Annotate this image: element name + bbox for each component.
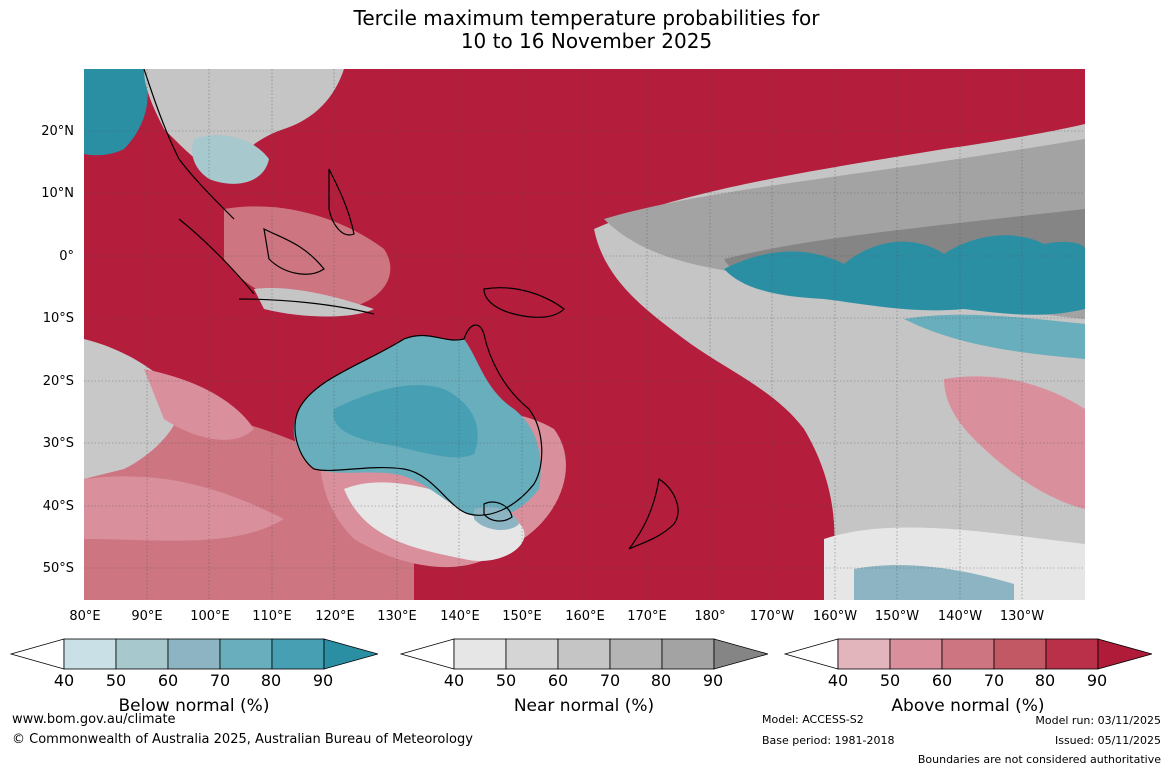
graticule	[84, 69, 1085, 600]
below-normal-zone-sea	[192, 135, 269, 184]
lon-label: 150°E	[502, 609, 542, 624]
lon-label: 140°E	[440, 609, 480, 624]
colorbar-tick: 40	[53, 671, 75, 690]
below-normal-zone-nw	[84, 69, 148, 156]
lon-label: 170°E	[627, 609, 667, 624]
colorbar-tick: 80	[1034, 671, 1056, 690]
coastlines	[143, 69, 679, 550]
below-normal-colorbar-title: Below normal (%)	[118, 696, 270, 716]
lon-label: 90°E	[131, 609, 163, 624]
near-normal-colorbar-title: Near normal (%)	[513, 696, 655, 716]
colorbar-tick: 40	[827, 671, 849, 690]
lat-label: 30°S	[42, 436, 74, 451]
mixed-zone-se	[944, 376, 1085, 509]
colorbar-tick: 60	[157, 671, 179, 690]
disclaimer-text: Boundaries are not considered authoritat…	[917, 753, 1161, 766]
base-period-text: Base period: 1981-2018	[762, 734, 895, 747]
lon-label: 160°W	[812, 609, 858, 624]
below-normal-colorbar	[10, 638, 378, 670]
colorbar-band	[219, 638, 273, 670]
colorbar-under-triangle	[400, 638, 455, 670]
lat-label: 20°N	[41, 124, 74, 139]
colorbar-band	[1045, 638, 1099, 670]
model-text: Model: ACCESS-S2	[762, 713, 864, 726]
colorbar-band	[993, 638, 1047, 670]
lon-label: 130°W	[999, 609, 1045, 624]
colorbar-tick: 70	[209, 671, 231, 690]
lat-label: 50°S	[42, 561, 74, 576]
colorbar-over-triangle	[323, 638, 378, 670]
lon-label: 180°	[694, 609, 726, 624]
below-normal-zone-s	[854, 564, 1014, 600]
lon-label: 170°W	[749, 609, 795, 624]
model-run-text: Model run: 03/11/2025	[1035, 714, 1161, 727]
lon-label: 140°W	[937, 609, 983, 624]
tasmania-below-normal	[474, 507, 519, 531]
lon-label: 120°E	[315, 609, 355, 624]
colorbar-band	[889, 638, 943, 670]
mixed-zone-w3	[84, 476, 284, 541]
mixed-zone-indo	[224, 206, 391, 309]
colorbar-tick: 90	[1086, 671, 1108, 690]
lat-label: 0°	[59, 249, 74, 264]
colorbar-band	[557, 638, 611, 670]
above-normal-colorbar-title: Above normal (%)	[891, 696, 1045, 716]
lon-label: 130°E	[377, 609, 417, 624]
colorbar-band	[609, 638, 663, 670]
colorbar-band	[63, 638, 117, 670]
issued-text: Issued: 05/11/2025	[1054, 734, 1161, 747]
colorbar-tick: 40	[443, 671, 465, 690]
colorbar-tick: 80	[650, 671, 672, 690]
colorbar-tick: 90	[312, 671, 334, 690]
near-normal-zone-java	[254, 288, 374, 317]
colorbar-tick: 80	[260, 671, 282, 690]
colorbar-tick: 60	[547, 671, 569, 690]
colorbar-band	[115, 638, 169, 670]
colorbar-under-triangle	[784, 638, 839, 670]
colorbar-band	[453, 638, 507, 670]
colorbar-over-triangle	[713, 638, 768, 670]
lat-label: 10°S	[42, 311, 74, 326]
colorbar-band	[941, 638, 995, 670]
near-normal-colorbar	[400, 638, 768, 670]
colorbar-band	[167, 638, 221, 670]
colorbar-band	[837, 638, 891, 670]
lon-label: 100°E	[190, 609, 230, 624]
map-title-line-1: Tercile maximum temperature probabilitie…	[353, 6, 820, 30]
colorbar-band	[271, 638, 325, 670]
near-normal-zone-aus	[344, 482, 525, 561]
map-title-line-2: 10 to 16 November 2025	[460, 29, 713, 53]
lon-label: 80°E	[69, 609, 101, 624]
lat-label: 10°N	[41, 186, 74, 201]
colorbar-band	[661, 638, 715, 670]
lon-label: 110°E	[252, 609, 292, 624]
above-normal-colorbar	[784, 638, 1152, 670]
colorbar-tick: 70	[599, 671, 621, 690]
lon-label: 160°E	[565, 609, 605, 624]
colorbar-tick: 90	[702, 671, 724, 690]
colorbar-tick: 70	[983, 671, 1005, 690]
colorbar-tick: 50	[105, 671, 127, 690]
mixed-zone-w2	[144, 369, 254, 440]
colorbar-tick: 50	[879, 671, 901, 690]
colorbar-band	[505, 638, 559, 670]
lat-label: 20°S	[42, 374, 74, 389]
australia-below-normal-core	[333, 385, 478, 458]
lon-label: 150°W	[874, 609, 920, 624]
colorbar-over-triangle	[1097, 638, 1152, 670]
probability-map	[84, 69, 1085, 600]
colorbar-tick: 60	[931, 671, 953, 690]
website-link[interactable]: www.bom.gov.au/climate	[12, 712, 176, 727]
copyright-text: © Commonwealth of Australia 2025, Austra…	[12, 732, 473, 747]
below-normal-zone-eq2	[904, 314, 1085, 359]
lat-label: 40°S	[42, 499, 74, 514]
below-normal-zone-eq	[724, 235, 1085, 315]
colorbar-tick: 50	[495, 671, 517, 690]
colorbar-under-triangle	[10, 638, 65, 670]
